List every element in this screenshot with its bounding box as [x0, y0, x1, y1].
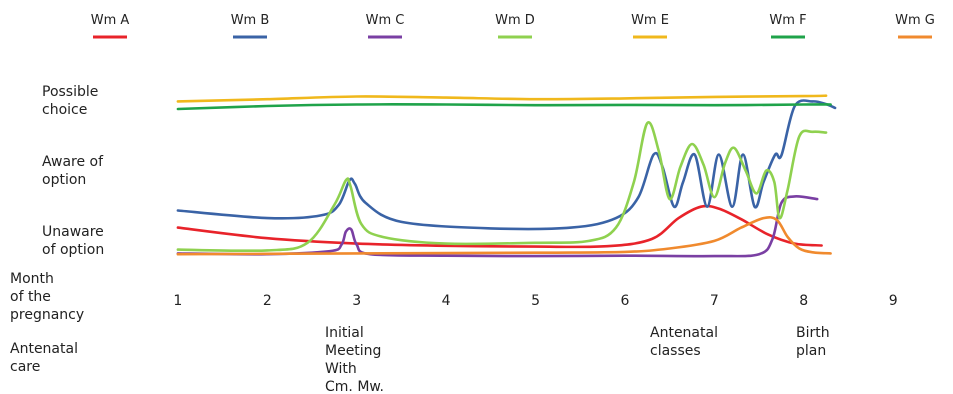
series-line-wm-c [176, 195, 819, 258]
legend-label-wm-g: Wm G [895, 13, 935, 28]
series-line-wm-b [176, 99, 837, 231]
x-tick-label-2: 2 [263, 293, 272, 309]
event-label-antenatal-classes: Antenatal classes [650, 325, 718, 359]
x-tick-label-5: 5 [531, 293, 540, 309]
series-line-wm-g [176, 215, 832, 256]
y-category-label-possible-choice: Possible choice [42, 84, 98, 118]
legend-label-wm-d: Wm D [495, 13, 535, 28]
series-line-wm-a [176, 204, 823, 249]
x-tick-label-6: 6 [620, 293, 629, 309]
x-tick-label-3: 3 [352, 293, 361, 309]
x-tick-label-7: 7 [710, 293, 719, 309]
x-tick-label-9: 9 [889, 293, 898, 309]
legend-label-wm-b: Wm B [231, 13, 270, 28]
series-line-wm-f [176, 103, 832, 111]
legend-label-wm-c: Wm C [366, 13, 405, 28]
event-label-initial-meeting-with-cm-mw: Initial Meeting With Cm. Mw. [325, 325, 384, 394]
antenatal-care-label: Antenatal care [10, 341, 78, 375]
y-category-labels: Unaware of option Aware of option Possible ch… [42, 84, 104, 258]
legend-label-wm-a: Wm A [91, 13, 130, 28]
x-axis-label: Month of the pregnancy [10, 271, 84, 323]
x-tick-labels: 1 2 3 4 5 6 7 8 9 [173, 293, 897, 309]
legend-label-wm-f: Wm F [769, 13, 806, 28]
series-lines [176, 94, 837, 258]
series-line-wm-d [176, 121, 828, 253]
y-category-label-unaware-of-option: Unaware of option [42, 224, 104, 258]
event-labels: Initial Meeting With Cm. Mw. Antenatal classe… [325, 325, 830, 394]
x-tick-label-8: 8 [799, 293, 808, 309]
x-tick-label-4: 4 [442, 293, 451, 309]
series-line-wm-e [176, 94, 828, 103]
y-category-label-aware-of-option: Aware of option [42, 154, 104, 188]
legend-label-wm-e: Wm E [631, 13, 669, 28]
x-tick-label-1: 1 [173, 293, 182, 309]
event-label-birth-plan: Birth plan [796, 325, 830, 359]
legend: Wm A Wm B Wm C Wm D Wm E Wm F Wm G [91, 13, 935, 39]
